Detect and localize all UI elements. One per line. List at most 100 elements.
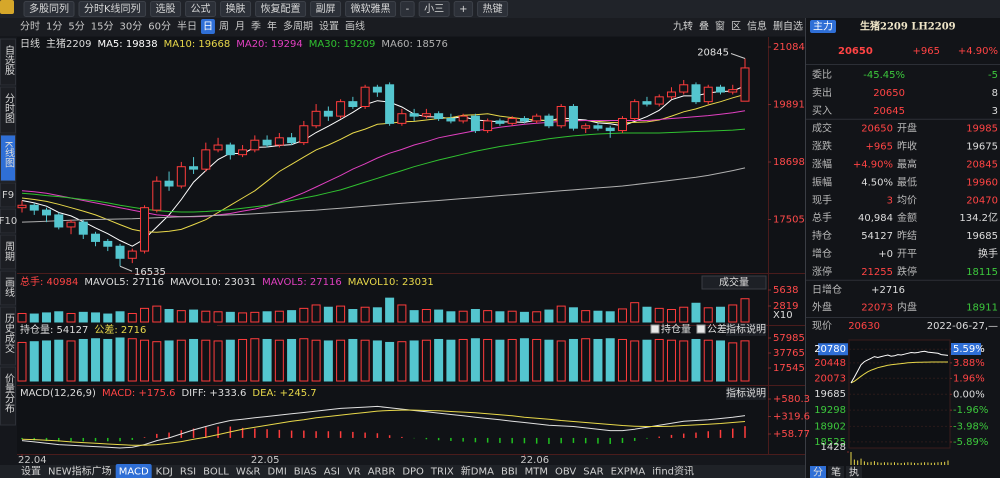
- toolbar-button[interactable]: [310, 1, 342, 17]
- period-label[interactable]: 周: [219, 21, 229, 33]
- chart-tool[interactable]: 区: [731, 21, 741, 33]
- sidebar-item[interactable]: [0, 134, 16, 182]
- toolbar-button[interactable]: [345, 1, 397, 17]
- mini-tab-label[interactable]: 分: [813, 467, 823, 478]
- mini-tab-label[interactable]: 笔: [831, 466, 841, 478]
- toolbar-button[interactable]: [185, 1, 217, 17]
- toolbar-button[interactable]: [400, 1, 415, 17]
- period-label[interactable]: 设置: [319, 21, 339, 33]
- period-label[interactable]: 1分: [46, 21, 62, 33]
- indicator-tab-label[interactable]: RSI: [180, 467, 196, 478]
- sidebar-item[interactable]: [0, 38, 16, 86]
- period-label[interactable]: 半日: [177, 20, 197, 33]
- sidebar-label[interactable]: F9: [2, 190, 14, 201]
- period-label[interactable]: 月: [235, 21, 245, 33]
- chart-tool[interactable]: 叠: [699, 21, 709, 33]
- period-label[interactable]: 30分: [119, 21, 142, 33]
- indicator-tab-label[interactable]: BIAS: [294, 467, 317, 478]
- chart-tool[interactable]: 删自选: [773, 20, 803, 33]
- sidebar-label[interactable]: 自选股: [3, 44, 15, 76]
- toolbar-button-label[interactable]: -: [406, 4, 410, 15]
- period-label[interactable]: 15分: [91, 21, 114, 33]
- sidebar-label[interactable]: 历史成交: [3, 313, 15, 354]
- toolbar-button-label[interactable]: 恢复配置: [261, 2, 301, 15]
- indicator-tab-label[interactable]: TRIX: [430, 467, 454, 478]
- checkbox-label[interactable]: 公差: [707, 323, 727, 336]
- toolbar-button-label[interactable]: 选股: [156, 2, 176, 15]
- toolbar-button-label[interactable]: 分时K线同列: [84, 2, 141, 15]
- toolbar-button-label[interactable]: 小三: [424, 3, 444, 15]
- toolbar-button-label[interactable]: 换肤: [226, 2, 246, 15]
- period-button[interactable]: [200, 19, 215, 34]
- indicator-tab-label[interactable]: NEW指标广场: [48, 465, 112, 478]
- toolbar-button-label[interactable]: 微软雅黑: [351, 2, 391, 15]
- indicator-tab-label[interactable]: ARBR: [368, 467, 396, 478]
- indicator-tab-label[interactable]: SAR: [583, 467, 603, 478]
- period-label[interactable]: 日: [203, 22, 213, 33]
- indicator-tab-label[interactable]: KDJ: [156, 467, 173, 478]
- sidebar-item[interactable]: [0, 208, 16, 234]
- period-label[interactable]: 季: [251, 21, 261, 33]
- sidebar-item[interactable]: [0, 182, 16, 208]
- indicator-tab-label[interactable]: EXPMA: [611, 467, 646, 478]
- help-label[interactable]: 指标说明: [726, 387, 766, 400]
- toolbar-button[interactable]: [23, 1, 75, 17]
- sidebar-item[interactable]: [0, 234, 16, 270]
- indicator-tab-label[interactable]: ASI: [324, 467, 340, 478]
- toolbar-button[interactable]: [418, 1, 450, 17]
- help-button[interactable]: [726, 323, 766, 336]
- help-button[interactable]: [726, 387, 766, 400]
- chart-tool[interactable]: 窗: [715, 20, 725, 33]
- sidebar-item[interactable]: [0, 86, 16, 134]
- toolbar-button[interactable]: [255, 1, 307, 17]
- chart-tool[interactable]: 九转: [673, 20, 693, 33]
- sidebar-label[interactable]: 画线: [3, 277, 15, 297]
- sidebar-label[interactable]: 价量分布: [3, 373, 15, 414]
- toolbar-button[interactable]: [453, 1, 474, 17]
- indicator-tab-label[interactable]: OBV: [555, 467, 576, 478]
- indicator-tab-label[interactable]: BOLL: [203, 467, 229, 478]
- sidebar-label[interactable]: K线图: [3, 141, 15, 168]
- indicator-tab-label[interactable]: 设置: [21, 466, 41, 478]
- sidebar-label[interactable]: 分时图: [3, 93, 15, 124]
- dropdown-label[interactable]: 成交量: [719, 276, 749, 289]
- toolbar-button[interactable]: [150, 1, 182, 17]
- indicator-tab-label[interactable]: BBI: [501, 467, 518, 478]
- period-label[interactable]: 5分: [68, 21, 84, 33]
- sidebar-item[interactable]: [0, 366, 16, 426]
- mini-tab[interactable]: [828, 466, 844, 478]
- mini-tab[interactable]: [846, 466, 862, 478]
- help-label[interactable]: 指标说明: [726, 323, 766, 336]
- chart-tool[interactable]: 信息: [747, 20, 767, 33]
- period-label[interactable]: 分时: [20, 21, 40, 33]
- indicator-tab-label[interactable]: DPO: [402, 467, 424, 478]
- mini-tab-label[interactable]: 执: [849, 466, 859, 478]
- period-label[interactable]: 60分: [148, 21, 171, 33]
- indicator-tab-label[interactable]: 新DMA: [461, 465, 494, 478]
- toolbar-button[interactable]: [477, 1, 509, 17]
- checkbox[interactable]: [650, 324, 660, 334]
- toolbar-button-label[interactable]: 副屏: [316, 3, 336, 15]
- sidebar-label[interactable]: 周期: [3, 241, 15, 262]
- toolbar-button[interactable]: [78, 1, 147, 17]
- toolbar-button-label[interactable]: 多股同列: [29, 2, 69, 15]
- indicator-tab-label[interactable]: VR: [347, 467, 361, 478]
- toolbar-button-label[interactable]: 热键: [483, 2, 503, 15]
- toolbar-button-label[interactable]: +: [459, 4, 467, 15]
- indicator-tab[interactable]: [115, 464, 152, 478]
- indicator-tab-label[interactable]: ifind资讯: [652, 466, 694, 478]
- indicator-tab-label[interactable]: MTM: [525, 467, 548, 478]
- sidebar-label[interactable]: F10: [0, 216, 17, 227]
- indicator-dropdown[interactable]: [701, 275, 767, 290]
- toolbar-button-label[interactable]: 公式: [191, 2, 211, 15]
- mini-tab[interactable]: [810, 466, 826, 478]
- period-label[interactable]: 画线: [345, 20, 365, 33]
- checkbox-label[interactable]: 持仓量: [661, 323, 691, 336]
- indicator-tab-label[interactable]: DMI: [267, 467, 286, 478]
- sidebar-item[interactable]: [0, 270, 16, 306]
- toolbar-button[interactable]: [220, 1, 252, 17]
- sidebar-item[interactable]: [0, 306, 16, 366]
- indicator-tab-label[interactable]: W&R: [236, 467, 261, 478]
- checkbox[interactable]: [696, 324, 706, 334]
- indicator-tab-label[interactable]: MACD: [119, 467, 149, 478]
